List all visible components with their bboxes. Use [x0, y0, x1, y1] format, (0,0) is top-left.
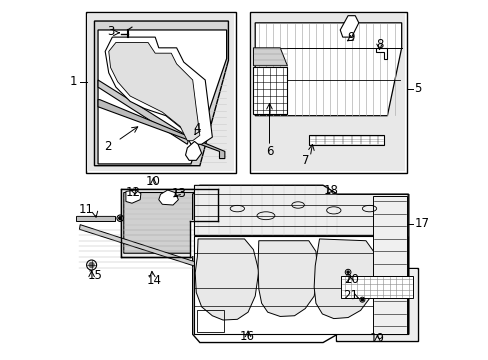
Polygon shape	[193, 237, 407, 334]
Polygon shape	[98, 80, 189, 144]
Bar	[85, 12, 235, 173]
Polygon shape	[125, 190, 141, 203]
Polygon shape	[123, 193, 214, 253]
Polygon shape	[340, 276, 412, 298]
Polygon shape	[192, 185, 408, 342]
Polygon shape	[255, 23, 401, 116]
Polygon shape	[308, 135, 383, 145]
Text: 6: 6	[265, 145, 273, 158]
Bar	[335, 267, 417, 341]
Text: 20: 20	[344, 273, 358, 286]
Text: 21: 21	[343, 288, 358, 302]
Polygon shape	[108, 42, 200, 141]
Text: 16: 16	[240, 330, 254, 343]
Text: 8: 8	[375, 38, 383, 51]
Bar	[121, 189, 217, 257]
Text: 7: 7	[302, 154, 309, 167]
Text: 9: 9	[346, 31, 354, 44]
Polygon shape	[340, 16, 358, 37]
Text: 10: 10	[146, 175, 161, 188]
Bar	[87, 14, 233, 171]
Text: 2: 2	[104, 140, 112, 153]
Text: 12: 12	[125, 186, 140, 199]
Polygon shape	[80, 225, 202, 269]
Polygon shape	[195, 239, 258, 320]
Polygon shape	[105, 37, 212, 144]
Text: 3: 3	[107, 25, 114, 38]
Circle shape	[346, 271, 348, 273]
Polygon shape	[253, 67, 287, 114]
Text: 18: 18	[323, 184, 338, 197]
Circle shape	[361, 298, 363, 301]
Polygon shape	[159, 190, 178, 205]
Bar	[249, 12, 406, 173]
Text: 19: 19	[369, 333, 384, 346]
Bar	[251, 14, 405, 171]
Text: 11: 11	[79, 203, 94, 216]
Polygon shape	[372, 196, 406, 334]
Polygon shape	[76, 216, 115, 221]
Polygon shape	[375, 48, 386, 59]
Bar	[197, 310, 224, 332]
Polygon shape	[253, 48, 287, 66]
Circle shape	[119, 217, 122, 220]
Polygon shape	[313, 239, 376, 319]
Text: 1: 1	[70, 75, 77, 88]
Bar	[336, 269, 416, 340]
Text: 13: 13	[172, 187, 186, 200]
Text: 15: 15	[87, 269, 102, 282]
Polygon shape	[185, 141, 201, 160]
Polygon shape	[258, 241, 317, 316]
Polygon shape	[98, 30, 226, 164]
Polygon shape	[98, 100, 224, 158]
Circle shape	[89, 262, 94, 267]
Text: 17: 17	[413, 217, 428, 230]
Polygon shape	[94, 21, 228, 166]
Text: 5: 5	[413, 82, 421, 95]
Bar	[190, 220, 217, 256]
Text: 4: 4	[193, 122, 201, 135]
Text: 14: 14	[147, 274, 162, 287]
Polygon shape	[194, 185, 407, 235]
Bar	[122, 190, 216, 256]
